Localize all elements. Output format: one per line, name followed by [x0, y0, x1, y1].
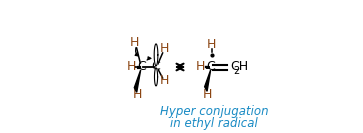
- Text: H: H: [132, 88, 142, 101]
- Text: H: H: [160, 43, 170, 55]
- Text: Hyper conjugation: Hyper conjugation: [160, 105, 268, 117]
- Polygon shape: [155, 68, 158, 86]
- Text: in ethyl radical: in ethyl radical: [170, 117, 258, 130]
- Text: H: H: [203, 88, 212, 101]
- Text: H: H: [126, 59, 136, 72]
- Text: H: H: [207, 38, 216, 51]
- Text: H: H: [160, 74, 170, 88]
- Polygon shape: [134, 70, 140, 92]
- FancyArrowPatch shape: [176, 64, 184, 70]
- Text: C: C: [207, 61, 215, 74]
- Text: H: H: [130, 36, 139, 49]
- Text: H: H: [196, 59, 205, 72]
- Text: CH: CH: [231, 61, 249, 74]
- Text: C: C: [152, 61, 160, 74]
- Text: C: C: [137, 61, 146, 74]
- FancyArrowPatch shape: [147, 57, 151, 60]
- Polygon shape: [154, 44, 158, 66]
- Text: 2: 2: [233, 66, 239, 76]
- Polygon shape: [205, 70, 211, 91]
- FancyArrowPatch shape: [135, 48, 138, 56]
